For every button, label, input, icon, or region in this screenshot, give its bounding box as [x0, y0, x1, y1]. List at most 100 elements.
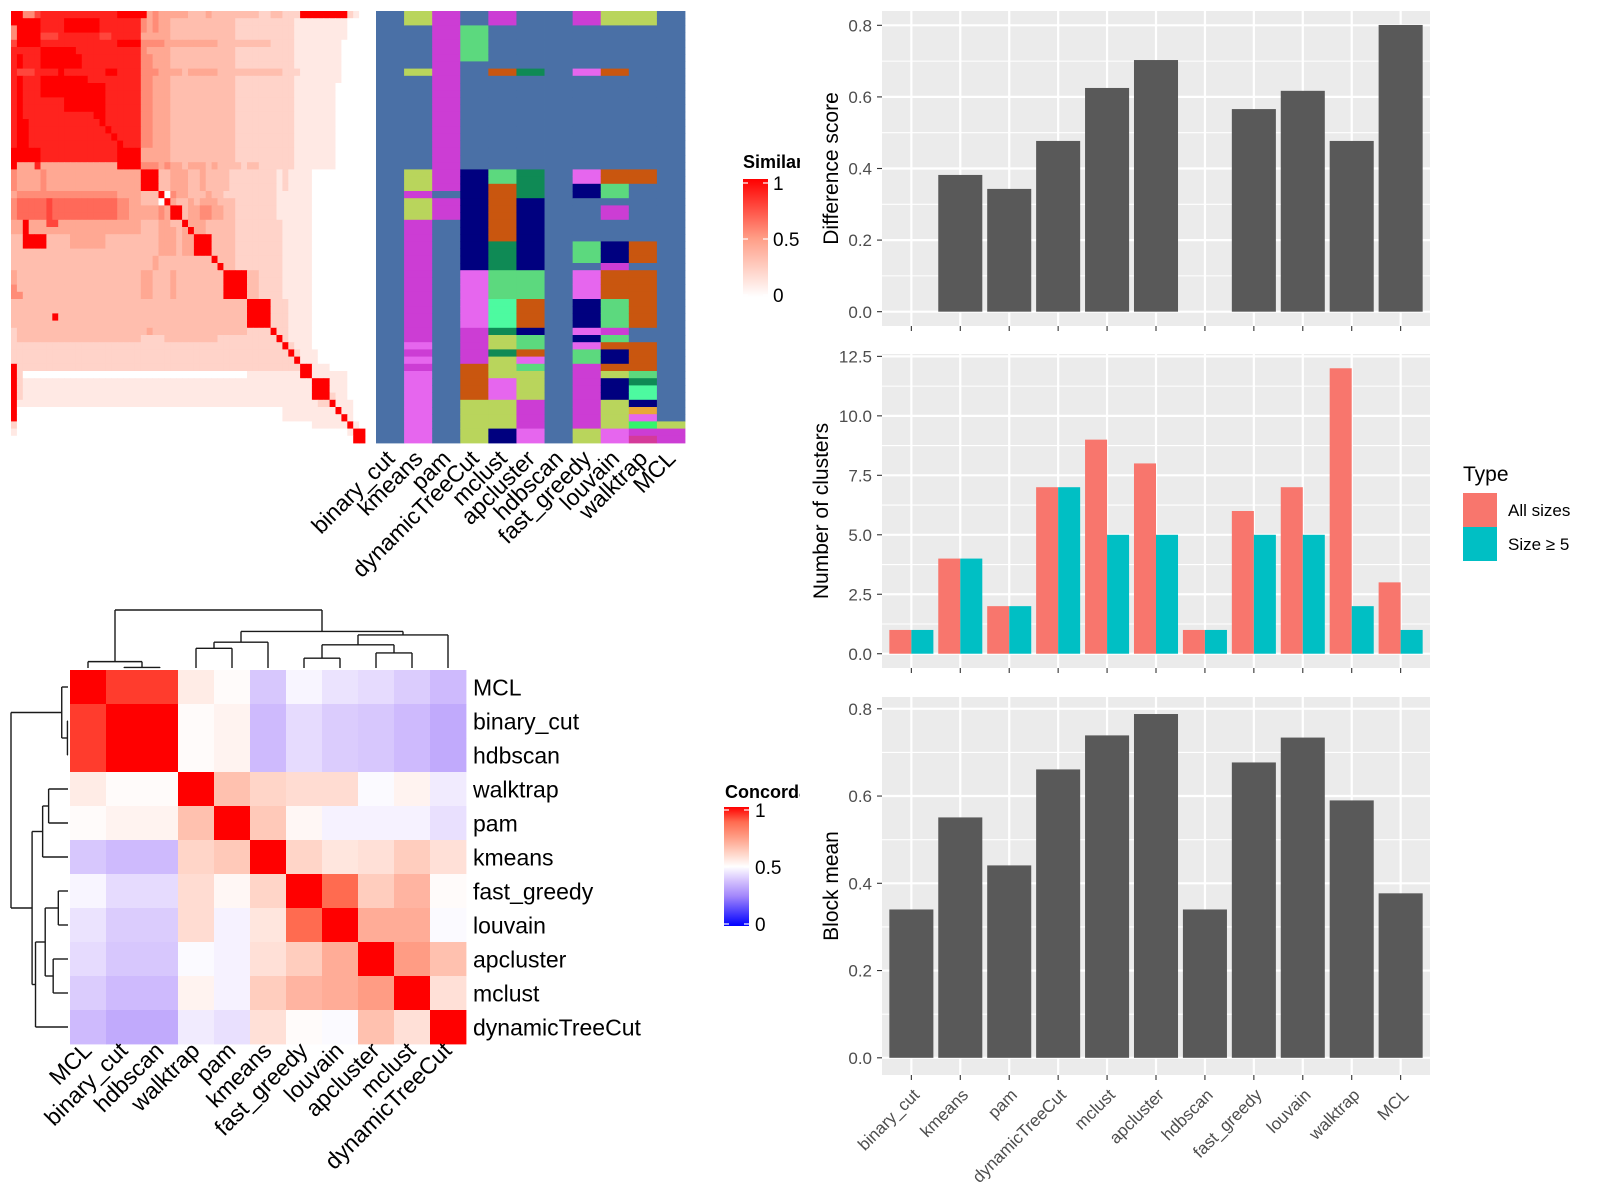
similarity-cell — [217, 75, 224, 84]
similarity-cell — [22, 241, 30, 249]
similarity-cell — [87, 47, 94, 55]
similarity-cell — [81, 299, 89, 307]
similarity-cell — [282, 284, 289, 293]
similarity-cell — [22, 407, 30, 415]
similarity-cell — [81, 363, 89, 372]
similarity-cell — [11, 392, 18, 401]
similarity-cell — [223, 205, 230, 213]
similarity-cell — [353, 68, 360, 77]
similarity-cell — [64, 327, 71, 336]
similarity-cell — [229, 90, 236, 98]
similarity-cell — [288, 140, 295, 149]
membership-cell — [516, 356, 545, 365]
similarity-cell — [300, 342, 307, 350]
similarity-cell — [300, 126, 307, 134]
similarity-cell — [134, 97, 142, 105]
similarity-cell — [235, 155, 242, 163]
similarity-cell — [247, 183, 254, 192]
similarity-cell — [64, 241, 71, 249]
similarity-cell — [252, 227, 260, 235]
similarity-cell — [170, 198, 177, 206]
similarity-cell — [205, 61, 212, 69]
similarity-cell — [99, 155, 106, 163]
similarity-cell — [276, 32, 283, 41]
membership-cell — [572, 219, 602, 228]
similarity-cell — [64, 299, 71, 307]
similarity-cell — [188, 399, 195, 408]
similarity-cell — [288, 68, 295, 77]
membership-cell — [544, 90, 574, 98]
similarity-cell — [217, 327, 224, 336]
membership-cell — [404, 205, 433, 213]
similarity-cell — [70, 270, 77, 278]
membership-cell — [488, 176, 517, 185]
similarity-cell — [359, 234, 366, 242]
similarity-cell — [34, 371, 41, 379]
similarity-cell — [205, 349, 212, 357]
similarity-cell — [223, 212, 230, 221]
similarity-cell — [235, 25, 242, 33]
similarity-cell — [70, 320, 77, 329]
similarity-cell — [329, 335, 336, 343]
similarity-cell — [152, 126, 159, 134]
similarity-cell — [199, 327, 207, 336]
concordance-cell — [358, 1010, 395, 1045]
similarity-cell — [16, 428, 24, 437]
similarity-cell — [164, 97, 171, 105]
similarity-cell — [347, 277, 354, 285]
similarity-cell — [270, 371, 277, 379]
similarity-cell — [306, 68, 313, 77]
similarity-cell — [93, 68, 100, 77]
similarity-cell — [353, 277, 360, 285]
similarity-cell — [311, 263, 319, 271]
similarity-cell — [22, 392, 30, 401]
similarity-cell — [64, 183, 71, 192]
similarity-cell — [335, 435, 342, 444]
membership-cell — [516, 421, 545, 429]
similarity-cell — [282, 83, 289, 91]
similarity-cell — [81, 39, 89, 48]
similarity-cell — [117, 18, 124, 26]
similarity-cell — [199, 234, 207, 242]
similarity-cell — [81, 68, 89, 77]
similarity-cell — [182, 392, 189, 401]
similarity-cell — [152, 335, 159, 343]
similarity-cell — [164, 111, 171, 120]
membership-cell — [656, 414, 686, 422]
similarity-cell — [164, 407, 171, 415]
similarity-cell — [117, 227, 124, 235]
similarity-cell — [123, 219, 130, 228]
membership-cell — [628, 407, 658, 415]
similarity-cell — [252, 234, 260, 242]
similarity-cell — [87, 435, 94, 444]
similarity-cell — [16, 54, 24, 62]
concordance-cell — [430, 670, 467, 705]
similarity-cell — [134, 90, 142, 98]
similarity-cell — [134, 414, 142, 422]
similarity-cell — [70, 435, 77, 444]
similarity-cell — [11, 277, 18, 285]
membership-cell — [404, 385, 433, 393]
similarity-cell — [140, 140, 148, 149]
similarity-cell — [129, 133, 136, 141]
concordance-cell — [214, 942, 251, 977]
similarity-cell — [258, 191, 266, 199]
similarity-cell — [329, 47, 336, 55]
similarity-cell — [87, 356, 94, 365]
similarity-cell — [223, 327, 230, 336]
similarity-cell — [81, 392, 89, 401]
similarity-cell — [176, 47, 183, 55]
similarity-cell — [28, 277, 35, 285]
similarity-cell — [335, 392, 342, 401]
similarity-cell — [123, 205, 130, 213]
similarity-cell — [22, 54, 30, 62]
similarity-cell — [164, 162, 171, 170]
similarity-cell — [22, 183, 30, 192]
membership-cell — [656, 371, 686, 379]
similarity-cell — [58, 263, 65, 271]
concordance-cell — [178, 908, 215, 943]
similarity-cell — [235, 162, 242, 170]
membership-cell — [376, 133, 405, 141]
similarity-cell — [229, 97, 236, 105]
similarity-cell — [241, 191, 248, 199]
